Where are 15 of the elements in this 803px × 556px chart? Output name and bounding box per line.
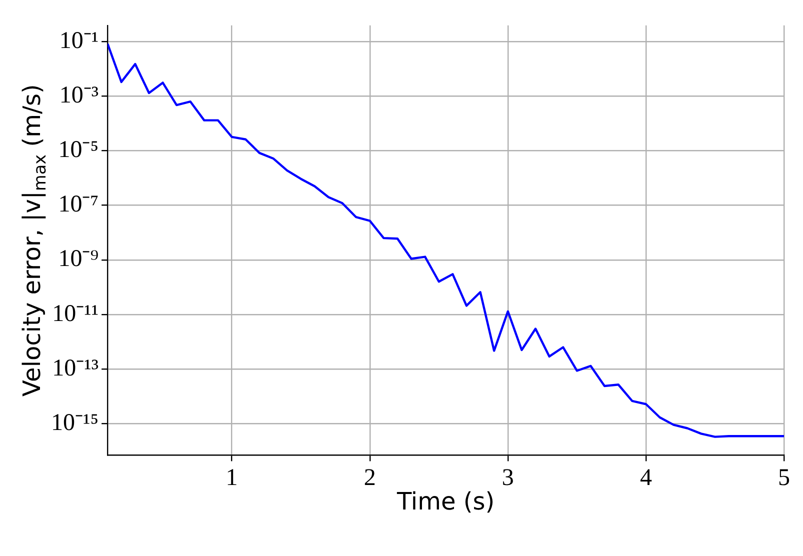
- x-tick-label: 2: [364, 464, 376, 491]
- x-tick-label: 4: [640, 464, 652, 491]
- x-axis-title: Time (s): [396, 487, 495, 516]
- x-tick-label: 3: [502, 464, 514, 491]
- y-tick-label: 10⁻³: [59, 82, 99, 108]
- y-tick-label: 10⁻¹³: [52, 355, 99, 382]
- y-tick-label: 10⁻⁵: [58, 137, 99, 164]
- y-tick-label: 10⁻⁷: [58, 192, 99, 218]
- x-tick-label: 5: [778, 464, 790, 491]
- y-tick-label: 10⁻¹: [59, 28, 99, 54]
- y-axis-title: Velocity error, |v|max (m/s): [18, 84, 50, 396]
- y-tick-label: 10⁻⁹: [58, 246, 99, 272]
- y-tick-label: 10⁻¹¹: [52, 300, 99, 327]
- y-tick-label: 10⁻¹⁵: [51, 410, 99, 436]
- x-tick-label: 1: [226, 464, 238, 491]
